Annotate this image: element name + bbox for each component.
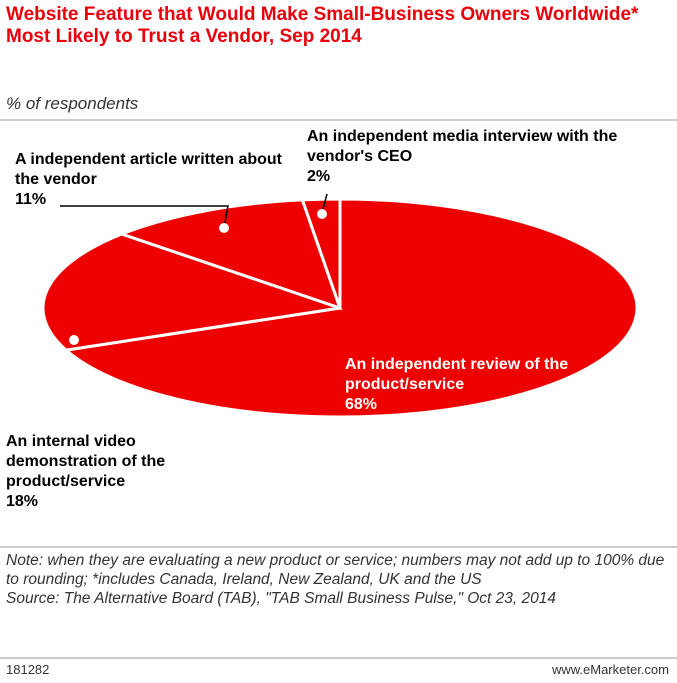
- leader-dot: [317, 209, 327, 219]
- pie-slice: [62, 197, 639, 419]
- slice-label: An independent review of the product/ser…: [345, 355, 595, 415]
- value-label: 18%: [6, 493, 39, 510]
- value-label: 11%: [15, 191, 47, 208]
- note: Note: when they are evaluating a new pro…: [6, 552, 665, 588]
- slice-label: An independent media interview with the …: [307, 127, 667, 187]
- source: Source: The Alternative Board (TAB), "TA…: [6, 590, 557, 607]
- pie-slice: [41, 232, 341, 352]
- credit: www.eMarketer.com: [551, 662, 669, 677]
- slice-label: An internal video demonstration of the p…: [6, 432, 251, 512]
- pie-slice: [117, 198, 343, 311]
- leader-dot: [69, 335, 79, 345]
- leader-line: [60, 205, 229, 229]
- category-label: An internal video demonstration of the p…: [6, 433, 166, 490]
- chart-title: Website Feature that Would Make Small-Bu…: [6, 4, 639, 47]
- category-label: An independent media interview with the …: [307, 128, 618, 165]
- notes: Note: when they are evaluating a new pro…: [6, 551, 671, 608]
- category-label: An independent review of the product/ser…: [345, 356, 569, 393]
- chart-id: 181282: [6, 662, 50, 677]
- value-label: 68%: [345, 396, 378, 413]
- chart-subtitle: % of respondents: [6, 94, 139, 113]
- value-label: 2%: [307, 168, 331, 185]
- category-label: A independent article written about the …: [15, 151, 282, 188]
- leader-dot: [219, 223, 229, 233]
- pie-slice: [300, 197, 342, 309]
- slice-label: A independent article written about the …: [15, 150, 285, 210]
